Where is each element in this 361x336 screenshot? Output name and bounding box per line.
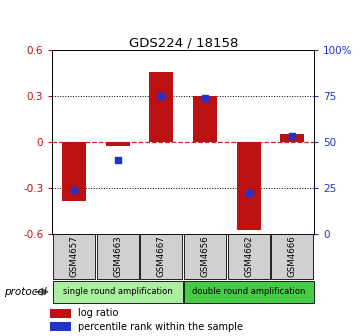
Point [246,191,252,196]
Text: GSM4667: GSM4667 [157,236,166,278]
Bar [62,142,86,201]
Text: percentile rank within the sample: percentile rank within the sample [78,322,243,332]
Bar [271,235,313,279]
Point [71,187,77,192]
Bar [53,235,95,279]
Bar [140,235,182,279]
Point [115,158,121,163]
Text: double round amplification: double round amplification [192,287,305,296]
Text: GSM4666: GSM4666 [288,236,297,278]
Bar [280,134,304,142]
Bar [237,142,261,230]
Bar [106,142,130,146]
Bar [184,235,226,279]
Bar [149,72,173,142]
Text: log ratio: log ratio [78,308,118,318]
Text: GSM4657: GSM4657 [70,236,79,278]
Bar [184,281,314,303]
Text: protocol: protocol [4,287,46,297]
Point [158,93,164,99]
Bar [53,281,183,303]
Text: GSM4662: GSM4662 [244,236,253,278]
Title: GDS224 / 18158: GDS224 / 18158 [129,36,238,49]
Point [290,134,295,139]
Bar [49,323,71,331]
Text: GSM4656: GSM4656 [200,236,209,278]
Point [202,95,208,101]
Text: GSM4663: GSM4663 [113,236,122,278]
Bar [97,235,139,279]
Bar [49,309,71,318]
Text: single round amplification: single round amplification [63,287,173,296]
Bar [228,235,270,279]
Bar [193,96,217,142]
